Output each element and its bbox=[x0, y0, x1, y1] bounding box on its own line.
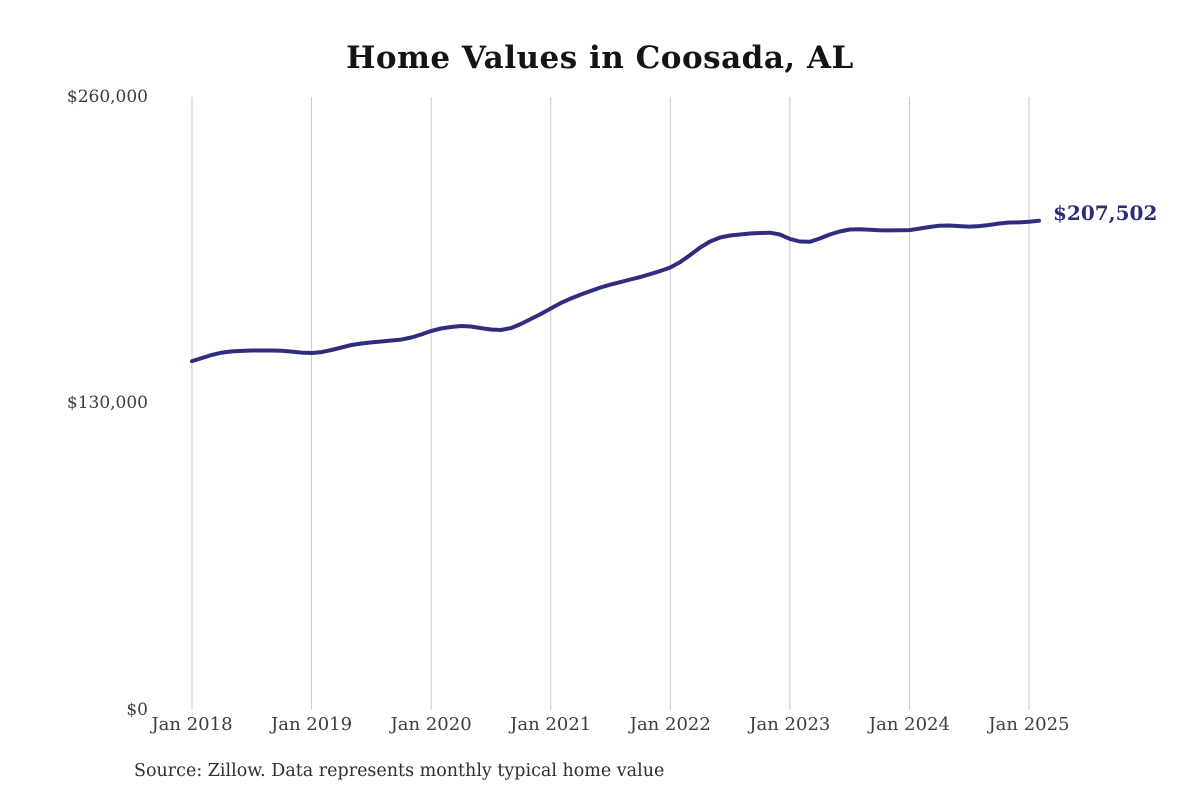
y-tick-label: $130,000 bbox=[66, 393, 148, 413]
home-value-line bbox=[190, 218, 1041, 364]
x-tick-label: Jan 2019 bbox=[271, 714, 353, 735]
latest-value-label: $207,502 bbox=[1053, 201, 1158, 225]
source-note: Source: Zillow. Data represents monthly … bbox=[134, 761, 665, 781]
x-tick-label: Jan 2020 bbox=[390, 714, 472, 735]
x-tick-label: Jan 2023 bbox=[749, 714, 831, 735]
x-tick-label: Jan 2024 bbox=[868, 714, 950, 735]
x-tick-label: Jan 2021 bbox=[510, 714, 592, 735]
x-tick-label: Jan 2018 bbox=[151, 714, 233, 735]
y-tick-label: $0 bbox=[126, 700, 148, 720]
x-tick-label: Jan 2025 bbox=[988, 714, 1070, 735]
gridlines bbox=[191, 97, 1030, 710]
chart-title: Home Values in Coosada, AL bbox=[346, 40, 854, 76]
y-tick-label: $260,000 bbox=[66, 87, 148, 107]
x-tick-label: Jan 2022 bbox=[629, 714, 711, 735]
